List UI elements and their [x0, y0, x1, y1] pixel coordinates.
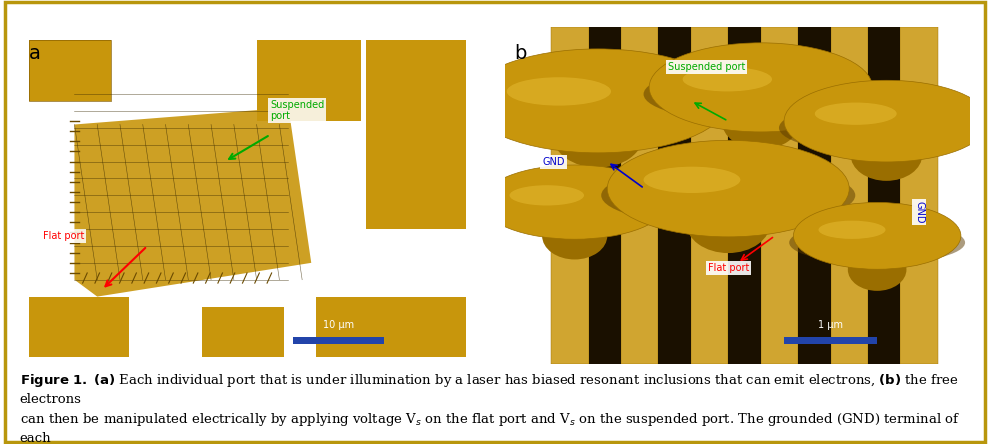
Bar: [293, 337, 384, 344]
Bar: [798, 27, 831, 364]
Bar: [831, 27, 868, 364]
Circle shape: [722, 93, 800, 150]
Bar: [622, 27, 658, 364]
Bar: [622, 27, 658, 364]
Bar: [868, 27, 901, 364]
Polygon shape: [256, 40, 361, 121]
Ellipse shape: [644, 166, 741, 193]
Text: b: b: [514, 44, 527, 63]
Text: $\bf{Figure\ 1.}$ $\bf{(a)}$ Each individual port that is under illumination by : $\bf{Figure\ 1.}$ $\bf{(a)}$ Each indivi…: [20, 372, 960, 444]
Ellipse shape: [601, 165, 855, 226]
Circle shape: [543, 212, 607, 259]
Circle shape: [847, 248, 907, 291]
Circle shape: [850, 129, 923, 181]
Text: 1 μm: 1 μm: [818, 320, 843, 330]
Ellipse shape: [467, 49, 729, 153]
Bar: [831, 27, 868, 364]
Ellipse shape: [482, 165, 668, 239]
Ellipse shape: [507, 77, 611, 106]
Bar: [760, 27, 798, 364]
Circle shape: [552, 102, 644, 168]
Bar: [29, 40, 111, 101]
Ellipse shape: [784, 80, 989, 162]
Polygon shape: [74, 107, 311, 297]
Ellipse shape: [477, 185, 672, 233]
Bar: [784, 337, 877, 344]
Circle shape: [686, 192, 770, 253]
Ellipse shape: [607, 140, 849, 237]
Ellipse shape: [461, 75, 735, 141]
Bar: [29, 40, 111, 101]
Text: a: a: [29, 44, 41, 63]
Ellipse shape: [779, 102, 990, 154]
Text: Flat port: Flat port: [43, 231, 84, 241]
Bar: [551, 27, 589, 364]
Bar: [551, 27, 589, 364]
Text: Suspended port: Suspended port: [667, 62, 745, 72]
Bar: [691, 27, 729, 364]
Bar: [29, 297, 129, 357]
Bar: [760, 27, 798, 364]
Bar: [202, 307, 284, 357]
Bar: [901, 27, 938, 364]
Bar: [658, 27, 691, 364]
Bar: [691, 27, 729, 364]
Text: Flat port: Flat port: [708, 263, 748, 273]
Ellipse shape: [819, 221, 885, 239]
Ellipse shape: [793, 202, 961, 269]
Ellipse shape: [644, 66, 878, 123]
Bar: [901, 27, 938, 364]
Text: GND: GND: [915, 201, 925, 223]
Text: 10 μm: 10 μm: [323, 320, 354, 330]
Bar: [729, 27, 760, 364]
Text: Suspended
port: Suspended port: [270, 99, 325, 121]
Bar: [589, 27, 622, 364]
Bar: [366, 40, 466, 229]
Text: GND: GND: [543, 157, 564, 166]
Ellipse shape: [649, 43, 872, 132]
Ellipse shape: [789, 222, 965, 264]
Ellipse shape: [510, 185, 584, 206]
Ellipse shape: [683, 67, 772, 91]
Bar: [316, 297, 466, 357]
Ellipse shape: [815, 103, 897, 125]
